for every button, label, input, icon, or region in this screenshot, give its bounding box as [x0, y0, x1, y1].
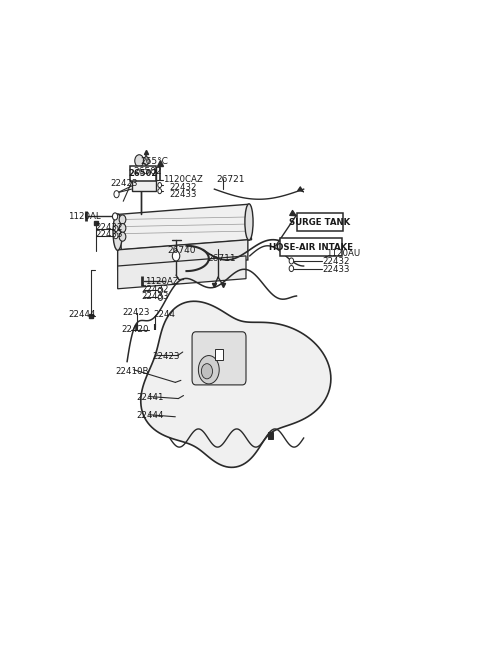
- Ellipse shape: [113, 214, 122, 250]
- Text: 2244: 2244: [154, 310, 176, 319]
- Circle shape: [202, 364, 213, 379]
- Text: 22441: 22441: [136, 393, 164, 402]
- Circle shape: [158, 183, 162, 188]
- Text: 26502: 26502: [128, 169, 157, 178]
- Ellipse shape: [245, 204, 253, 240]
- FancyBboxPatch shape: [280, 238, 342, 256]
- Text: 22432: 22432: [322, 258, 350, 267]
- Text: 22423: 22423: [110, 179, 138, 188]
- Circle shape: [114, 225, 118, 232]
- Text: 1120AL: 1120AL: [68, 212, 101, 221]
- Text: 26740: 26740: [167, 246, 196, 256]
- Text: 22432: 22432: [141, 284, 168, 294]
- Text: HOSE-AIR INTAKE: HOSE-AIR INTAKE: [269, 243, 353, 252]
- Circle shape: [289, 265, 294, 271]
- Text: 26502: 26502: [133, 167, 161, 176]
- Text: 22444: 22444: [136, 411, 164, 420]
- Circle shape: [114, 191, 119, 198]
- Polygon shape: [118, 204, 252, 250]
- Circle shape: [172, 251, 180, 261]
- Circle shape: [135, 155, 144, 167]
- Circle shape: [119, 223, 126, 233]
- Text: 22433: 22433: [322, 265, 350, 274]
- FancyBboxPatch shape: [130, 166, 156, 181]
- Circle shape: [158, 189, 162, 194]
- Polygon shape: [118, 256, 246, 289]
- Text: 26711: 26711: [208, 254, 236, 263]
- Text: 26721: 26721: [216, 175, 245, 183]
- Text: 22444: 22444: [68, 309, 96, 319]
- Circle shape: [158, 294, 163, 300]
- Text: 22423: 22423: [152, 351, 180, 361]
- Circle shape: [290, 248, 295, 256]
- Text: 1120AU: 1120AU: [326, 250, 360, 258]
- FancyBboxPatch shape: [297, 213, 343, 231]
- Text: 22432: 22432: [96, 223, 123, 231]
- Text: 22423: 22423: [122, 308, 150, 317]
- Text: 1120CAZ: 1120CAZ: [163, 175, 203, 184]
- Circle shape: [289, 258, 294, 264]
- Text: 22433: 22433: [170, 190, 197, 199]
- Text: 265°C: 265°C: [140, 157, 168, 166]
- Circle shape: [114, 233, 118, 238]
- FancyBboxPatch shape: [192, 332, 246, 385]
- Circle shape: [119, 232, 126, 241]
- FancyBboxPatch shape: [215, 349, 223, 360]
- Circle shape: [144, 157, 149, 165]
- Text: SURGE TANK: SURGE TANK: [289, 217, 351, 227]
- Text: 22433: 22433: [96, 230, 123, 239]
- Text: 22420: 22420: [121, 325, 149, 334]
- FancyBboxPatch shape: [132, 167, 156, 191]
- Text: 1120AZ: 1120AZ: [145, 277, 179, 286]
- Polygon shape: [118, 240, 248, 270]
- Text: 22433: 22433: [141, 292, 168, 302]
- Polygon shape: [141, 302, 331, 467]
- FancyBboxPatch shape: [268, 432, 273, 438]
- Circle shape: [198, 355, 219, 384]
- Circle shape: [119, 215, 126, 224]
- Text: 22432: 22432: [170, 183, 197, 192]
- Circle shape: [158, 287, 163, 293]
- Text: 22410B: 22410B: [115, 367, 148, 376]
- Circle shape: [112, 213, 118, 220]
